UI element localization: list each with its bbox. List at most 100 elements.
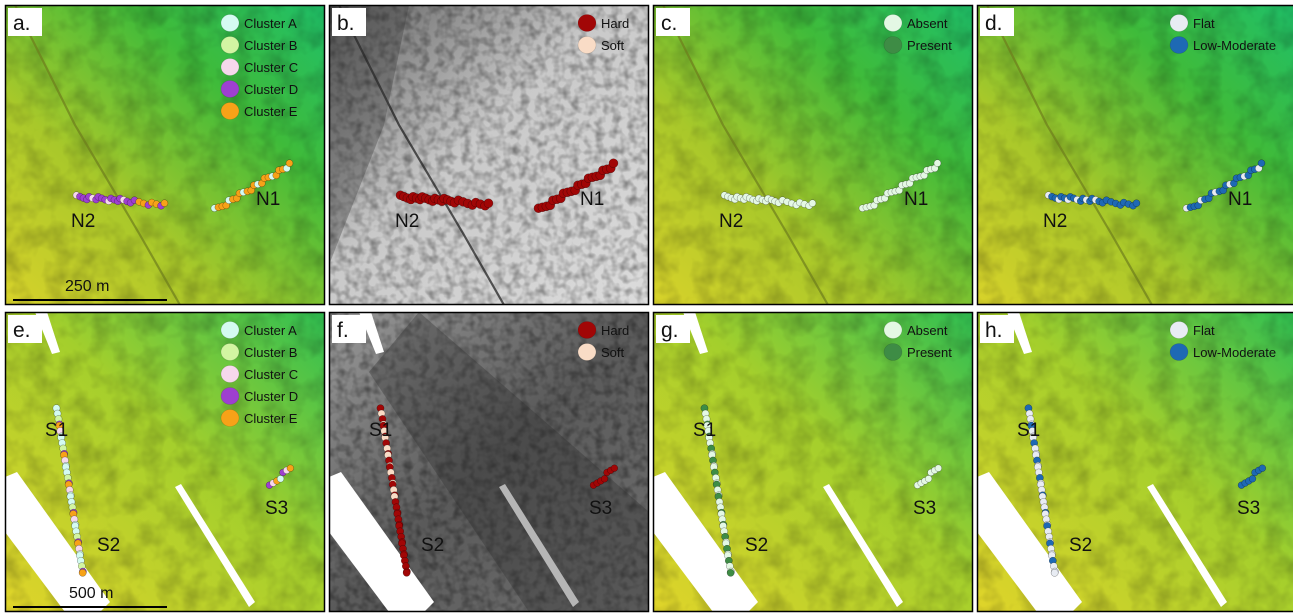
site-label-s3: S3 xyxy=(913,498,936,519)
panel-letter-box xyxy=(980,8,1014,36)
site-label-s1: S1 xyxy=(1017,420,1040,441)
dark-seafloor xyxy=(329,5,409,265)
panel-border xyxy=(4,311,326,613)
legend-label: Soft xyxy=(601,345,625,360)
panel-e: S1 S2 S3 e. Cluster A Cluster B Cluster C Clust… xyxy=(4,311,326,613)
panel-border xyxy=(976,311,1293,613)
legend-swatch xyxy=(577,321,597,339)
panel-letter: b. xyxy=(337,12,355,35)
panel-c: N2 N1 c. Absent Present xyxy=(652,4,974,306)
panel-letter-box xyxy=(332,8,366,36)
legend-label: Soft xyxy=(601,38,625,53)
panel-letter-box xyxy=(980,315,1014,343)
panel-letter-box xyxy=(656,315,690,343)
site-label-s3: S3 xyxy=(1237,498,1260,519)
survey-point xyxy=(600,475,609,483)
survey-point xyxy=(933,159,942,167)
legend-label: Cluster A xyxy=(244,323,297,338)
site-label-n2: N2 xyxy=(719,211,743,232)
panel-border xyxy=(652,311,974,613)
legend-swatch xyxy=(220,80,240,98)
legend-swatch xyxy=(220,14,240,32)
survey-point xyxy=(160,199,169,207)
site-label-s2: S2 xyxy=(421,535,444,556)
panel-border xyxy=(4,4,326,306)
dark-seafloor xyxy=(369,312,649,612)
legend-swatch xyxy=(577,14,597,32)
panel-letter-box xyxy=(656,8,690,36)
scarp-line xyxy=(338,5,505,305)
panel-border xyxy=(652,4,974,306)
legend-label: Absent xyxy=(907,323,948,338)
legend-label: Low-Moderate xyxy=(1193,345,1276,360)
panel-f: S1 S2 S3 f. Hard Soft xyxy=(328,311,650,613)
survey-point xyxy=(808,199,817,207)
panel-letter: c. xyxy=(661,12,677,35)
nodata-swath xyxy=(329,472,434,612)
survey-point xyxy=(78,568,87,577)
legend-label: Cluster B xyxy=(244,345,297,360)
site-label-s2: S2 xyxy=(97,535,120,556)
legend-label: Cluster E xyxy=(244,104,298,119)
nodata-swath xyxy=(499,484,579,607)
legend-swatch xyxy=(1169,36,1189,54)
panel-border xyxy=(328,4,650,306)
site-label-n1: N1 xyxy=(904,189,928,210)
panel-b: N2 N1 b. Hard Soft xyxy=(328,4,650,306)
nodata-swath xyxy=(823,484,903,607)
legend-label: Cluster D xyxy=(244,389,298,404)
site-label-n2: N2 xyxy=(71,211,95,232)
legend-label: Cluster A xyxy=(244,16,297,31)
nodata-swath xyxy=(1147,484,1227,607)
legend-label: Cluster C xyxy=(244,60,298,75)
legend-swatch xyxy=(1169,14,1189,32)
legend-swatch xyxy=(883,14,903,32)
panel-letter: e. xyxy=(13,319,31,342)
legend-swatch xyxy=(220,343,240,361)
site-label-n2: N2 xyxy=(1043,211,1067,232)
scale-label: 500 m xyxy=(69,585,113,602)
legend-swatch xyxy=(220,409,240,427)
site-label-s2: S2 xyxy=(745,535,768,556)
relief-texture xyxy=(5,5,325,305)
site-label-s2: S2 xyxy=(1069,535,1092,556)
panel-border xyxy=(328,311,650,613)
site-label-s1: S1 xyxy=(45,420,68,441)
scarp-line xyxy=(986,5,1153,305)
legend-swatch xyxy=(220,321,240,339)
legend-label: Absent xyxy=(907,16,948,31)
nodata-swath xyxy=(175,484,255,607)
legend-label: Cluster B xyxy=(244,38,297,53)
survey-point xyxy=(276,475,285,483)
survey-point xyxy=(285,159,294,167)
legend-swatch xyxy=(220,58,240,76)
survey-point xyxy=(1248,475,1257,483)
site-label-n1: N1 xyxy=(256,189,280,210)
relief-texture xyxy=(977,5,1293,305)
relief-texture xyxy=(329,5,649,305)
survey-point xyxy=(924,475,933,483)
panel-letter-box xyxy=(8,315,42,343)
nodata-swath xyxy=(977,472,1082,612)
panel-g: S1 S2 S3 g. Absent Present xyxy=(652,311,974,613)
legend-swatch xyxy=(577,343,597,361)
legend-swatch xyxy=(577,36,597,54)
legend-label: Cluster D xyxy=(244,82,298,97)
legend-label: Present xyxy=(907,345,952,360)
site-label-s3: S3 xyxy=(265,498,288,519)
legend-label: Hard xyxy=(601,323,629,338)
legend-swatch xyxy=(220,387,240,405)
legend-label: Flat xyxy=(1193,16,1215,31)
survey-point xyxy=(726,568,735,577)
legend-swatch xyxy=(1169,343,1189,361)
legend-swatch xyxy=(883,343,903,361)
site-label-s1: S1 xyxy=(693,420,716,441)
survey-point xyxy=(1050,568,1059,577)
panel-h: S1 S2 S3 h. Flat Low-Moderate xyxy=(976,311,1293,613)
nodata-swath xyxy=(653,472,758,612)
scale-label: 250 m xyxy=(65,278,109,295)
legend-label: Hard xyxy=(601,16,629,31)
legend-swatch xyxy=(220,36,240,54)
panel-a: N2 N1 a. Cluster A Cluster B Cluster C Cluster… xyxy=(4,4,326,306)
survey-point xyxy=(610,464,619,472)
